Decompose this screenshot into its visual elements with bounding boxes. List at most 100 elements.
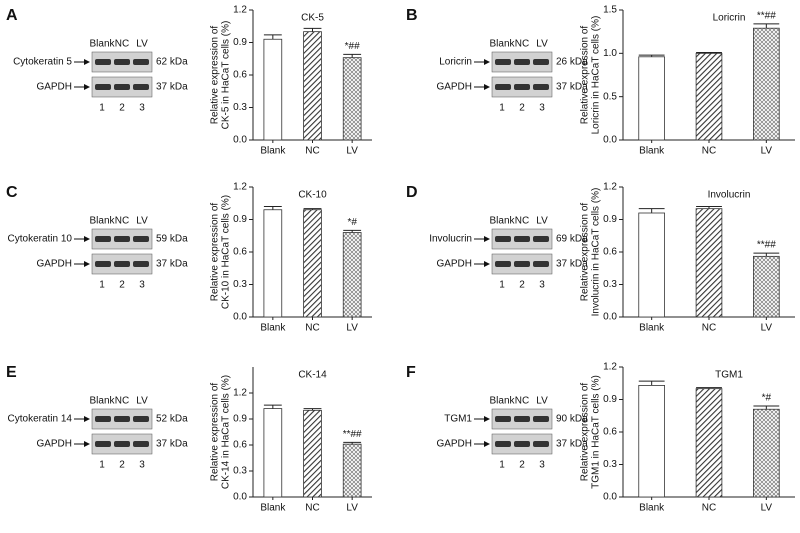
blot-band (533, 236, 549, 242)
y-tick-label: 0.5 (603, 91, 617, 102)
y-tick-label: 0.6 (233, 70, 247, 81)
blot-band (114, 236, 130, 242)
bar (695, 208, 723, 318)
blot-band (133, 84, 149, 90)
x-tick-label: LV (346, 323, 358, 334)
lane-label: Blank (89, 396, 115, 407)
blot-band (533, 441, 549, 447)
lane-label: NC (515, 39, 529, 50)
annotation: **## (757, 240, 776, 251)
blot-band (495, 261, 511, 267)
y-tick-label: 0.0 (233, 135, 247, 146)
y-tick-label: 1.2 (603, 362, 617, 373)
x-tick-label: NC (305, 323, 319, 334)
x-tick-label: NC (305, 503, 319, 514)
blot-band (95, 236, 111, 242)
lane-number: 1 (99, 103, 105, 114)
y-tick-label: 0.6 (603, 427, 617, 438)
lane-label: LV (536, 216, 548, 227)
lane-label: NC (115, 216, 129, 227)
band-name: GAPDH (36, 259, 72, 270)
x-tick-label: NC (702, 323, 716, 334)
blot-band (495, 84, 511, 90)
lane-number: 3 (539, 280, 545, 291)
bar (263, 408, 283, 498)
bar (303, 409, 322, 498)
annotation: **## (343, 429, 362, 440)
y-tick-label: 0.6 (233, 247, 247, 258)
y-tick-label: 0.9 (603, 214, 617, 225)
x-tick-label: Blank (639, 323, 665, 334)
lane-number: 3 (139, 103, 145, 114)
y-axis-label: Relative expression of (210, 383, 221, 482)
y-tick-label: 0.0 (603, 312, 617, 323)
band-name: TGM1 (444, 414, 472, 425)
y-tick-label: 0.0 (233, 312, 247, 323)
y-tick-label: 0.3 (233, 466, 247, 477)
bar (342, 232, 362, 318)
blot-band (533, 416, 549, 422)
blot-band (133, 261, 149, 267)
blot-band (133, 441, 149, 447)
band-size: 37 kDa (156, 259, 188, 270)
panel-letter: D (406, 184, 418, 201)
y-tick-label: 0.3 (603, 279, 617, 290)
bar (263, 38, 283, 141)
y-tick-label: 0.9 (233, 214, 247, 225)
y-axis-label: Relative expression of (580, 26, 591, 125)
band-name: GAPDH (436, 259, 472, 270)
y-axis-label: CK-14 in HaCaT cells (%) (221, 375, 232, 489)
lane-label: NC (515, 396, 529, 407)
lane-number: 2 (519, 280, 525, 291)
y-tick-label: 0.0 (603, 492, 617, 503)
panel-letter: A (6, 7, 18, 24)
band-size: 59 kDa (156, 234, 188, 245)
chart-title: CK-14 (298, 370, 327, 381)
band-size: 37 kDa (556, 82, 588, 93)
blot-band (133, 59, 149, 65)
lane-label: Blank (489, 39, 515, 50)
bar (695, 388, 723, 498)
blot-band (533, 84, 549, 90)
x-tick-label: LV (346, 146, 358, 157)
lane-number: 3 (539, 460, 545, 471)
y-axis-label: CK-10 in HaCaT cells (%) (221, 195, 232, 309)
y-tick-label: 1.0 (603, 48, 617, 59)
annotation: *# (762, 393, 772, 404)
x-tick-label: NC (702, 146, 716, 157)
bar (695, 52, 723, 141)
lane-label: Blank (489, 396, 515, 407)
lane-label: NC (115, 396, 129, 407)
chart-title: CK-5 (301, 13, 324, 24)
y-tick-label: 1.2 (233, 388, 247, 399)
y-axis-label: Relative expression of (580, 203, 591, 302)
y-tick-label: 0.6 (233, 440, 247, 451)
lane-number: 2 (119, 103, 125, 114)
band-size: 37 kDa (556, 259, 588, 270)
y-tick-label: 0.0 (603, 135, 617, 146)
x-tick-label: LV (761, 323, 773, 334)
lane-label: Blank (489, 216, 515, 227)
blot-band (533, 261, 549, 267)
y-axis-label: Involucrin in HaCaT cells (%) (591, 188, 602, 317)
blot-band (114, 261, 130, 267)
x-tick-label: Blank (639, 503, 665, 514)
lane-number: 2 (119, 460, 125, 471)
x-tick-label: Blank (260, 146, 286, 157)
blot-band (133, 416, 149, 422)
y-tick-label: 1.2 (233, 5, 247, 16)
blot-band (495, 59, 511, 65)
lane-label: LV (536, 39, 548, 50)
y-tick-label: 0.3 (603, 459, 617, 470)
lane-number: 3 (139, 460, 145, 471)
lane-number: 1 (499, 280, 505, 291)
panel-letter: B (406, 7, 418, 24)
y-tick-label: 0.9 (603, 394, 617, 405)
bar (263, 209, 283, 318)
y-tick-label: 0.9 (233, 414, 247, 425)
bar (342, 57, 362, 141)
y-tick-label: 1.2 (233, 182, 247, 193)
blot-band (533, 59, 549, 65)
blot-band (114, 441, 130, 447)
blot-band (514, 84, 530, 90)
